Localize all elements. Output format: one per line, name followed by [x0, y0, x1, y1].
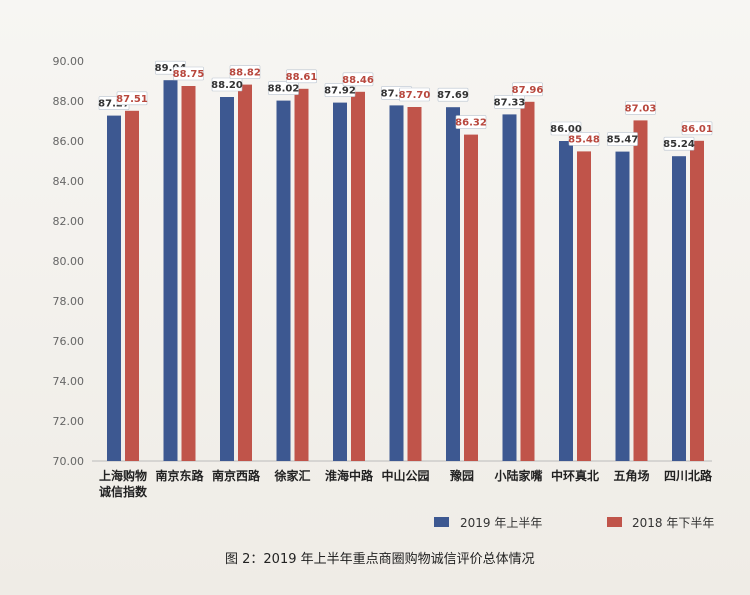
- bar-2018h2: [577, 151, 591, 461]
- value-label: 88.61: [286, 72, 318, 83]
- value-label: 87.92: [324, 86, 356, 97]
- value-label-box: [173, 66, 204, 81]
- category-label: 豫园: [450, 468, 474, 483]
- bar-2018h2: [690, 140, 704, 462]
- value-label-box: [455, 115, 487, 129]
- y-tick-label: 88.00: [53, 95, 85, 108]
- bar-2019h1: [502, 114, 517, 462]
- value-label-box: [268, 81, 299, 95]
- value-label: 85.48: [568, 134, 600, 145]
- value-label-box: [550, 121, 582, 136]
- bar-2018h2: [464, 134, 478, 461]
- bar-2018h2: [294, 88, 309, 462]
- bar-2019h1: [446, 107, 460, 461]
- bar-2018h2: [520, 101, 535, 462]
- category-label: 南京东路: [155, 468, 204, 483]
- value-label: 87.69: [437, 90, 469, 101]
- y-tick-label: 84.00: [53, 175, 85, 188]
- category-label: 五角场: [613, 468, 649, 483]
- y-tick-label: 78.00: [53, 295, 85, 308]
- value-label: 87.96: [512, 85, 544, 96]
- value-label-box: [625, 101, 656, 115]
- bar-2019h1: [672, 156, 686, 461]
- value-label: 89.04: [155, 63, 187, 74]
- legend-swatch-2018h2: [607, 517, 622, 527]
- value-label-box: [211, 77, 243, 92]
- bar-2019h1: [107, 115, 121, 461]
- value-label: 86.00: [550, 124, 582, 135]
- value-label: 88.46: [342, 75, 374, 86]
- bar-2018h2: [125, 110, 139, 462]
- value-label-box: [568, 132, 600, 146]
- bar-2018h2: [407, 107, 422, 461]
- value-label-box: [399, 87, 430, 102]
- legend-swatch-2019h1: [434, 517, 449, 527]
- bar-2018h2: [238, 84, 252, 461]
- value-label: 87.03: [625, 103, 657, 114]
- value-label: 87.70: [399, 90, 431, 101]
- bars: [107, 80, 704, 462]
- value-label-box: [229, 65, 261, 79]
- category-label: 南京西路: [212, 468, 261, 483]
- legend: 2019 年上半年 2018 年下半年: [434, 516, 714, 530]
- value-label-box: [512, 82, 543, 97]
- value-label: 86.01: [681, 124, 713, 135]
- y-tick-label: 86.00: [53, 135, 85, 148]
- category-label: 小陆家嘴: [494, 468, 542, 483]
- bar-2019h1: [276, 100, 291, 461]
- bar-2019h1: [163, 80, 178, 461]
- bar-2018h2: [633, 120, 648, 462]
- category-label: 淮海中路: [325, 468, 374, 483]
- value-label-box: [286, 69, 317, 84]
- value-label-box: [116, 91, 148, 106]
- category-label: 中环真北: [551, 468, 599, 483]
- bar-2019h1: [220, 97, 234, 461]
- bar-2019h1: [615, 151, 630, 461]
- bar-2018h2: [181, 86, 196, 461]
- legend-label-2018h2: 2018 年下半年: [632, 516, 714, 530]
- bar-2019h1: [333, 102, 347, 461]
- value-label: 88.75: [173, 69, 205, 80]
- y-tick-label: 90.00: [53, 55, 85, 68]
- category-label: 诚信指数: [99, 484, 148, 499]
- value-label: 88.02: [268, 84, 300, 95]
- value-label: 88.20: [211, 80, 243, 91]
- y-axis: 70.00 72.00 74.00 76.00 78.00 80.00 82.00 84.00…: [53, 55, 712, 468]
- value-label: 87.27: [98, 99, 130, 110]
- category-label: 中山公园: [381, 468, 429, 483]
- value-label-box: [681, 121, 713, 136]
- y-tick-label: 74.00: [53, 375, 85, 388]
- value-label: 85.24: [663, 139, 695, 150]
- y-tick-label: 82.00: [53, 215, 85, 228]
- y-tick-label: 72.00: [53, 415, 85, 428]
- value-label-box: [437, 87, 469, 102]
- category-label: 上海购物: [99, 468, 147, 483]
- category-label: 徐家汇: [273, 468, 310, 483]
- y-tick-label: 80.00: [53, 255, 85, 268]
- value-label-box: [607, 132, 638, 146]
- value-label-box: [663, 136, 695, 151]
- bar-2019h1: [559, 141, 573, 461]
- y-tick-label: 70.00: [53, 455, 85, 468]
- value-label: 87.33: [494, 97, 526, 108]
- bar-2019h1: [389, 105, 404, 462]
- y-tick-label: 76.00: [53, 335, 85, 348]
- value-label-box: [494, 95, 525, 109]
- chart-caption: 图 2：2019 年上半年重点商圈购物诚信评价总体情况: [225, 551, 535, 567]
- legend-label-2019h1: 2019 年上半年: [460, 516, 542, 530]
- value-label-box: [324, 83, 356, 97]
- value-label: 87.78: [381, 88, 413, 99]
- value-label: 85.47: [607, 135, 639, 146]
- bar-2018h2: [351, 91, 365, 462]
- value-label: 86.32: [455, 118, 487, 129]
- value-label: 88.82: [229, 68, 261, 79]
- value-label: 87.51: [116, 94, 148, 105]
- category-label: 四川北路: [664, 468, 713, 483]
- value-label-box: [342, 72, 374, 87]
